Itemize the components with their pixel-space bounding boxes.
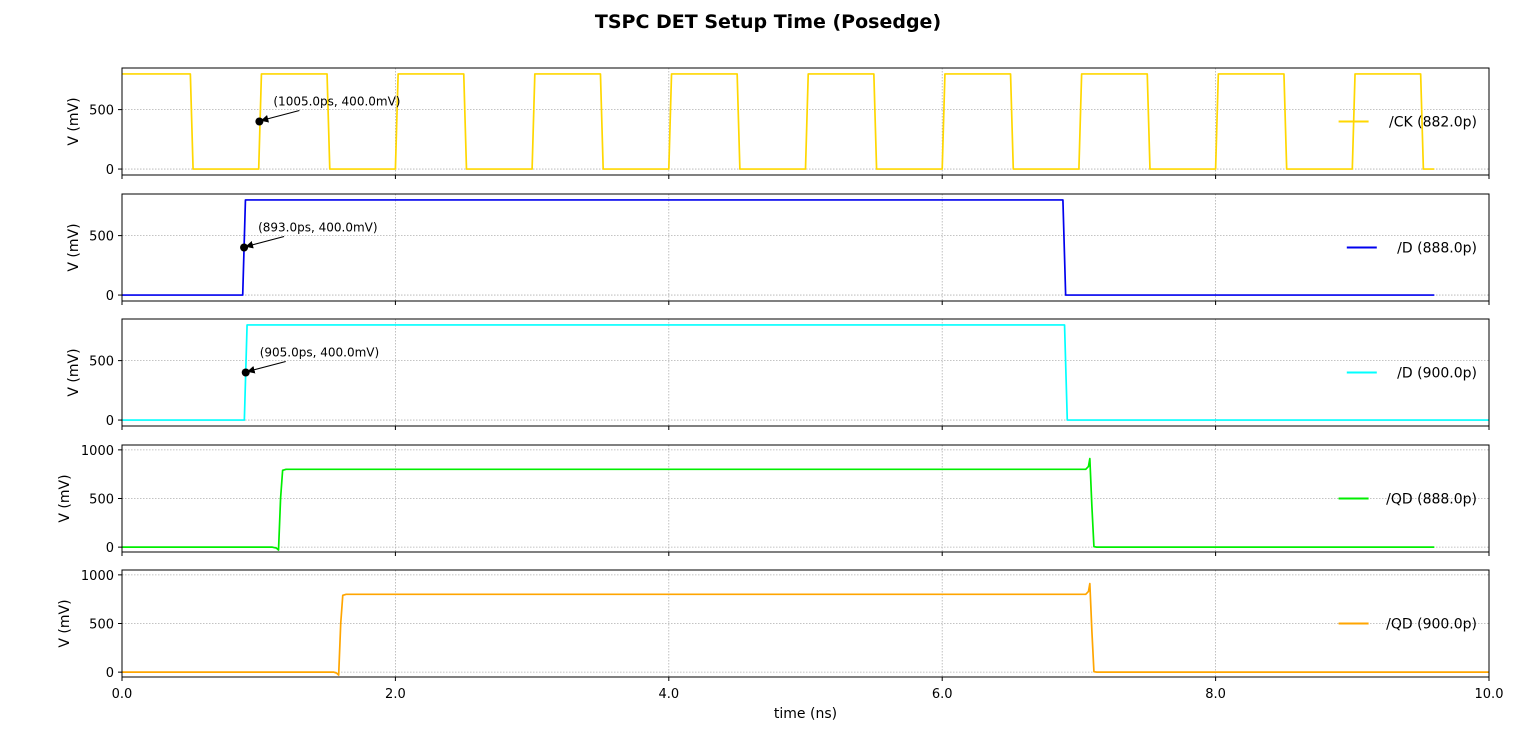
x-tick-label: 8.0: [1205, 687, 1226, 702]
y-tick-label: 0: [106, 414, 114, 429]
panel-frame: [121, 444, 1490, 553]
panel-frame: [121, 193, 1490, 302]
y-tick-label: 500: [89, 493, 114, 508]
annotation-marker: [240, 243, 249, 252]
series-line: [122, 324, 1489, 421]
series-line: [122, 73, 1435, 170]
y-tick-label: 1000: [81, 444, 114, 459]
legend-label: /D (900.0p): [1397, 366, 1477, 382]
x-tick-label: 2.0: [385, 687, 406, 702]
x-tick-label: 0.0: [112, 687, 133, 702]
annotation-arrow: [246, 360, 286, 374]
y-tick-label: 500: [89, 230, 114, 245]
x-tick-label: 6.0: [932, 687, 953, 702]
y-tick-label: 0: [106, 289, 114, 304]
panel-4: 0 500 1000 V (mV) /QD (888.0p): [57, 444, 1490, 556]
y-tick-label: 500: [89, 355, 114, 370]
y-tick-label: 0: [106, 666, 114, 681]
panel-frame: [121, 318, 1490, 427]
y-axis-label: V (mV): [66, 223, 82, 271]
annotation-label: (1005.0ps, 400.0mV): [273, 95, 400, 109]
y-tick-label: 500: [89, 618, 114, 633]
y-axis-label: V (mV): [66, 348, 82, 396]
y-axis-label: V (mV): [57, 599, 73, 647]
x-axis-label: time (ns): [774, 706, 837, 722]
annotation-marker: [241, 368, 250, 377]
y-tick-label: 0: [106, 163, 114, 178]
y-tick-label: 1000: [81, 569, 114, 584]
panel-frame: [121, 67, 1490, 176]
chart-title: TSPC DET Setup Time (Posedge): [594, 11, 942, 33]
y-axis-label: V (mV): [57, 474, 73, 522]
series-line: [122, 582, 1489, 676]
panel-1: 0 500 V (mV) /CK (882.0p) (1005.0ps, 400.0mV…: [66, 67, 1490, 179]
series-line: [122, 199, 1435, 296]
panel-2: 0 500 V (mV) /D (888.0p) (893.0ps, 400.0mV): [66, 193, 1490, 305]
annotation-marker: [255, 117, 264, 126]
y-tick-label: 0: [106, 541, 114, 556]
legend-label: /QD (900.0p): [1386, 617, 1477, 633]
legend-label: /D (888.0p): [1397, 241, 1477, 257]
annotation-label: (905.0ps, 400.0mV): [260, 346, 379, 360]
series-line: [122, 457, 1435, 551]
panel-3: 0 500 V (mV) /D (900.0p) (905.0ps, 400.0mV): [66, 318, 1490, 430]
annotation-label: (893.0ps, 400.0mV): [258, 221, 377, 235]
x-tick-label: 4.0: [658, 687, 679, 702]
x-tick-label: 10.0: [1475, 687, 1504, 702]
legend-label: /QD (888.0p): [1386, 492, 1477, 508]
annotation-arrow: [245, 235, 285, 249]
panel-frame: [121, 569, 1490, 678]
panel-5: 0 500 1000 V (mV) /QD (900.0p) 0.0 2.0 4.0 6.0 8.…: [57, 569, 1503, 702]
y-tick-label: 500: [89, 104, 114, 119]
y-axis-label: V (mV): [66, 97, 82, 145]
annotation-arrow: [260, 109, 300, 123]
legend-label: /CK (882.0p): [1389, 115, 1477, 131]
